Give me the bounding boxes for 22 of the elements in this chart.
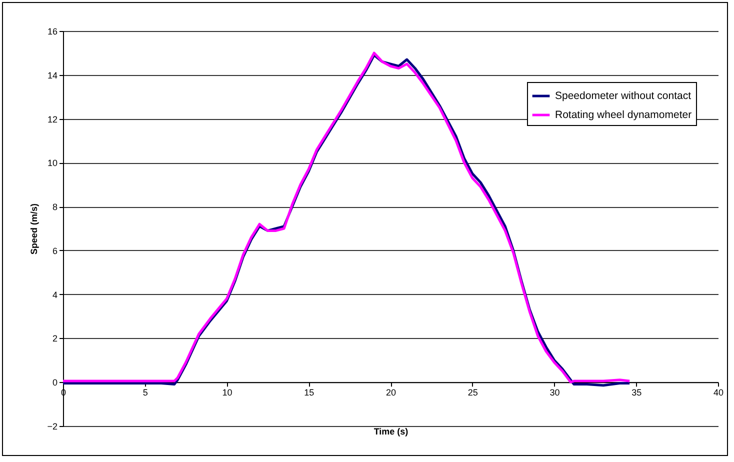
y-tick-label: 6	[52, 246, 58, 256]
x-tick-label: 15	[304, 388, 314, 398]
legend-label: Rotating wheel dynamometer	[555, 109, 692, 121]
y-tick-label: −2	[47, 422, 58, 432]
y-tick-label: 4	[52, 290, 58, 300]
y-axis-title: Speed (m/s)	[29, 203, 40, 255]
y-tick-label: 2	[52, 334, 58, 344]
x-tick-label: 35	[632, 388, 642, 398]
y-tick-label: 8	[52, 202, 58, 212]
x-tick-label: 20	[386, 388, 396, 398]
y-tick-label: 14	[47, 70, 58, 80]
x-axis-title: Time (s)	[374, 426, 408, 437]
x-tick-label: 5	[142, 388, 148, 398]
x-tick-label: 10	[222, 388, 232, 398]
x-tick-label: 40	[713, 388, 724, 398]
y-tick-label: 10	[47, 158, 58, 168]
y-tick-label: 16	[47, 26, 58, 36]
y-tick-label: 0	[52, 378, 58, 388]
legend-label: Speedometer without contact	[555, 90, 692, 102]
y-tick-label: 12	[47, 114, 58, 124]
x-tick-label: 30	[550, 388, 560, 398]
x-tick-label: 25	[468, 388, 478, 398]
